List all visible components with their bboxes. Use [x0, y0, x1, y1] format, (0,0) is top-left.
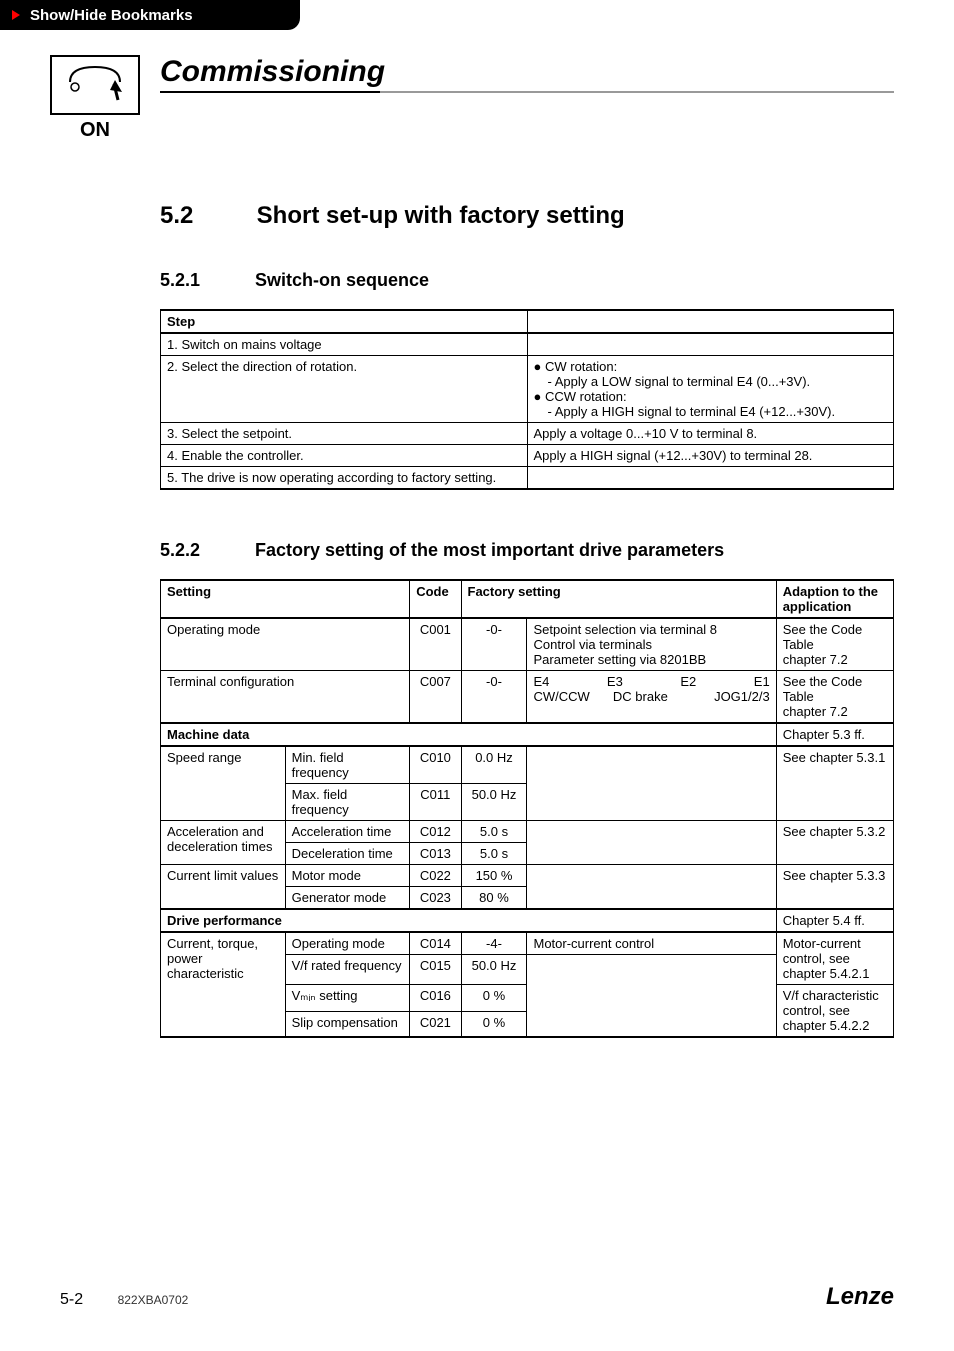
section-text: Short set-up with factory setting: [257, 202, 625, 229]
t1-r1-action: [527, 333, 894, 356]
subsection-a-text: Switch-on sequence: [255, 270, 429, 290]
on-label: ON: [50, 119, 140, 142]
t2-current-m-c: C022: [410, 865, 461, 887]
t1-r2-step: 2. Select the direction of rotation.: [161, 356, 528, 423]
t2-speed-max-v: 50.0 Hz: [461, 784, 527, 821]
t1-r3-action: Apply a voltage 0...+10 V to terminal 8.: [527, 423, 894, 445]
t2-ctp-r3-l: Vₘᵢₙ setting: [285, 985, 410, 1012]
t2-accel-adapt: See chapter 5.3.2: [776, 821, 893, 865]
t2-current-blank: [527, 865, 776, 910]
t2-ctp-r1-c: C014: [410, 932, 461, 955]
t2-current-g-v: 80 %: [461, 887, 527, 910]
t2-term-label: Terminal configuration: [161, 671, 410, 724]
t2-opmode-desc: Setpoint selection via terminal 8 Contro…: [527, 618, 776, 671]
subsection-b-heading: 5.2.2 Factory setting of the most import…: [160, 540, 894, 561]
t2-term-desc: E4 E3 E2 E1 CW/CCW DC brake JOG1/2/3: [527, 671, 776, 724]
t2-opmode-fs: -0-: [461, 618, 527, 671]
t1-r1-step: 1. Switch on mains voltage: [161, 333, 528, 356]
on-icon-block: ON: [50, 55, 140, 142]
t2-opmode-adapt: See the Code Table chapter 7.2: [776, 618, 893, 671]
t2-h-code: Code: [410, 580, 461, 618]
switch-icon: [50, 55, 140, 115]
t1-r5-action: [527, 467, 894, 490]
t2-speed-min-v: 0.0 Hz: [461, 746, 527, 784]
t1-r3-step: 3. Select the setpoint.: [161, 423, 528, 445]
t2-speed-adapt: See chapter 5.3.1: [776, 746, 893, 821]
t2-ctp-blank: [527, 955, 776, 1038]
t2-current-adapt: See chapter 5.3.3: [776, 865, 893, 910]
t2-ctp-r3-c: C016: [410, 985, 461, 1012]
page-footer: 5-2 822XBA0702 Lenze: [60, 1283, 894, 1311]
arrow-right-icon: [10, 9, 22, 21]
t2-h-setting: Setting: [161, 580, 410, 618]
t2-opmode-code: C001: [410, 618, 461, 671]
t2-accel-label: Acceleration and deceleration times: [161, 821, 286, 865]
t2-accel-d-l: Deceleration time: [285, 843, 410, 865]
t2-current-g-l: Generator mode: [285, 887, 410, 910]
t2-ctp-r4-l: Slip compensation: [285, 1011, 410, 1037]
t2-current-g-c: C023: [410, 887, 461, 910]
t2-accel-blank: [527, 821, 776, 865]
t2-opmode-label: Operating mode: [161, 618, 410, 671]
page-title: Commissioning: [160, 55, 894, 89]
t2-machine-adapt: Chapter 5.3 ff.: [776, 723, 893, 746]
t2-ctp-label: Current, torque, power characteristic: [161, 932, 286, 1037]
t1-header-blank: [527, 310, 894, 333]
t2-current-m-v: 150 %: [461, 865, 527, 887]
section-num: 5.2: [160, 202, 250, 230]
t2-accel-a-l: Acceleration time: [285, 821, 410, 843]
t2-ctp-r2-c: C015: [410, 955, 461, 985]
t2-ctp-adapt2: V/f characteristic control, see chapter …: [776, 985, 893, 1038]
t2-ctp-r3-v: 0 %: [461, 985, 527, 1012]
t2-speed-blank: [527, 746, 776, 821]
t2-ctp-r1-d: Motor-current control: [527, 932, 776, 955]
t2-h-adapt: Adaption to the application: [776, 580, 893, 618]
t2-ctp-r4-v: 0 %: [461, 1011, 527, 1037]
t2-ctp-r1-v: -4-: [461, 932, 527, 955]
t2-accel-d-v: 5.0 s: [461, 843, 527, 865]
title-underline: [160, 91, 894, 93]
bookmark-label: Show/Hide Bookmarks: [30, 7, 193, 24]
t2-ctp-r4-c: C021: [410, 1011, 461, 1037]
t2-ctp-r2-v: 50.0 Hz: [461, 955, 527, 985]
t2-ctp-adapt1: Motor-current control, see chapter 5.4.2…: [776, 932, 893, 985]
factory-setting-table: Setting Code Factory setting Adaption to…: [160, 579, 894, 1038]
t2-ctp-r2-l: V/f rated frequency: [285, 955, 410, 985]
t2-term-fs: -0-: [461, 671, 527, 724]
bookmark-toggle[interactable]: Show/Hide Bookmarks: [0, 0, 300, 30]
t2-current-m-l: Motor mode: [285, 865, 410, 887]
subsection-a-heading: 5.2.1 Switch-on sequence: [160, 270, 894, 291]
t1-r4-action: Apply a HIGH signal (+12...+30V) to term…: [527, 445, 894, 467]
t1-header-step: Step: [161, 310, 528, 333]
t2-speed-label: Speed range: [161, 746, 286, 821]
t2-drive-adapt: Chapter 5.4 ff.: [776, 909, 893, 932]
t2-current-label: Current limit values: [161, 865, 286, 910]
t2-h-factory: Factory setting: [461, 580, 776, 618]
t2-speed-min-c: C010: [410, 746, 461, 784]
t2-speed-max-c: C011: [410, 784, 461, 821]
t2-term-code: C007: [410, 671, 461, 724]
t1-r2-action: ● CW rotation: - Apply a LOW signal to t…: [527, 356, 894, 423]
switch-on-table: Step 1. Switch on mains voltage 2. Selec…: [160, 309, 894, 490]
t2-accel-a-c: C012: [410, 821, 461, 843]
subsection-b-num: 5.2.2: [160, 540, 250, 561]
t2-speed-max-l: Max. field frequency: [285, 784, 410, 821]
t2-speed-min-l: Min. field frequency: [285, 746, 410, 784]
t2-accel-d-c: C013: [410, 843, 461, 865]
t2-term-adapt: See the Code Table chapter 7.2: [776, 671, 893, 724]
t1-r4-step: 4. Enable the controller.: [161, 445, 528, 467]
subsection-a-num: 5.2.1: [160, 270, 250, 291]
subsection-b-text: Factory setting of the most important dr…: [255, 540, 724, 560]
section-heading: 5.2 Short set-up with factory setting: [160, 202, 894, 230]
t2-machine-hdr: Machine data: [161, 723, 777, 746]
t2-accel-a-v: 5.0 s: [461, 821, 527, 843]
t2-ctp-r1-l: Operating mode: [285, 932, 410, 955]
page-number: 5-2: [60, 1291, 83, 1308]
t2-drive-hdr: Drive performance: [161, 909, 777, 932]
brand-logo: Lenze: [826, 1283, 894, 1311]
t1-r5-step: 5. The drive is now operating according …: [161, 467, 528, 490]
doc-id: 822XBA0702: [118, 1293, 189, 1307]
